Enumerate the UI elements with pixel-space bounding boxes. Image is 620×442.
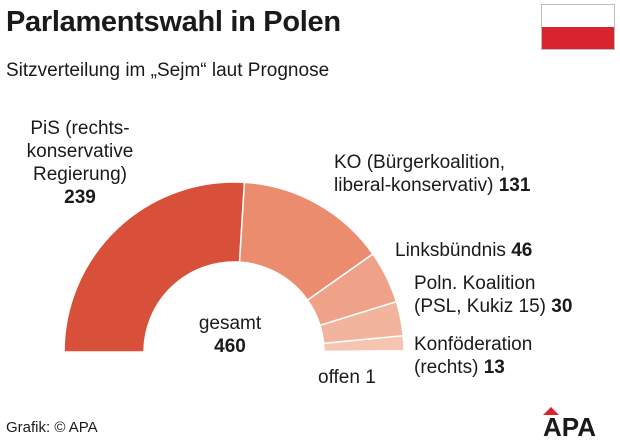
label-psl: Poln. Koalition (PSL, Kukiz 15) 30 — [414, 272, 572, 318]
label-links: Linksbündnis 46 — [395, 239, 532, 262]
label-konf: Konföderation (rechts) 13 — [414, 333, 532, 379]
chart-title: Parlamentswahl in Polen — [6, 6, 341, 38]
label-ko-line1: KO (Bürgerkoalition, — [334, 152, 506, 173]
total-label-text: gesamt — [198, 313, 262, 334]
label-pis: PiS (rechts- konservative Regierung) 239 — [0, 117, 160, 209]
label-pis-line2: konservative — [26, 141, 134, 162]
flag-red-stripe — [542, 27, 614, 49]
label-psl-value: 30 — [551, 296, 573, 317]
label-psl-line1: Poln. Koalition — [414, 273, 536, 294]
chart-subtitle: Sitzverteilung im „Sejm“ laut Prognose — [6, 60, 330, 81]
label-links-value: 46 — [511, 240, 533, 261]
label-links-line1: Linksbündnis — [395, 240, 506, 261]
label-konf-value: 13 — [483, 357, 505, 378]
slice-pis — [63, 181, 246, 353]
flag-white-stripe — [542, 5, 614, 27]
poland-flag-icon — [541, 4, 615, 50]
apa-logo-triangle — [543, 407, 559, 415]
label-psl-line2: (PSL, Kukiz 15) — [414, 296, 546, 317]
total-label: gesamt 460 — [175, 312, 285, 358]
label-offen: offen 1 — [318, 366, 376, 389]
label-ko-value: 131 — [498, 175, 531, 196]
label-offen-value: 1 — [365, 367, 376, 388]
label-pis-line3: Regierung) — [33, 164, 127, 185]
label-ko: KO (Bürgerkoalition, liberal-konservativ… — [334, 151, 530, 197]
label-konf-line2: (rechts) — [414, 357, 479, 378]
label-offen-line1: offen — [318, 367, 360, 388]
label-pis-value: 239 — [64, 187, 96, 208]
label-ko-line2: liberal-konservativ) — [334, 175, 494, 196]
label-konf-line1: Konföderation — [414, 334, 533, 355]
slice-offen — [323, 350, 405, 353]
apa-logo: APA — [543, 407, 596, 437]
total-value: 460 — [214, 336, 246, 357]
label-pis-line1: PiS (rechts- — [30, 118, 130, 139]
credit-text: Grafik: © APA — [6, 419, 98, 436]
apa-logo-text: APA — [543, 412, 596, 437]
